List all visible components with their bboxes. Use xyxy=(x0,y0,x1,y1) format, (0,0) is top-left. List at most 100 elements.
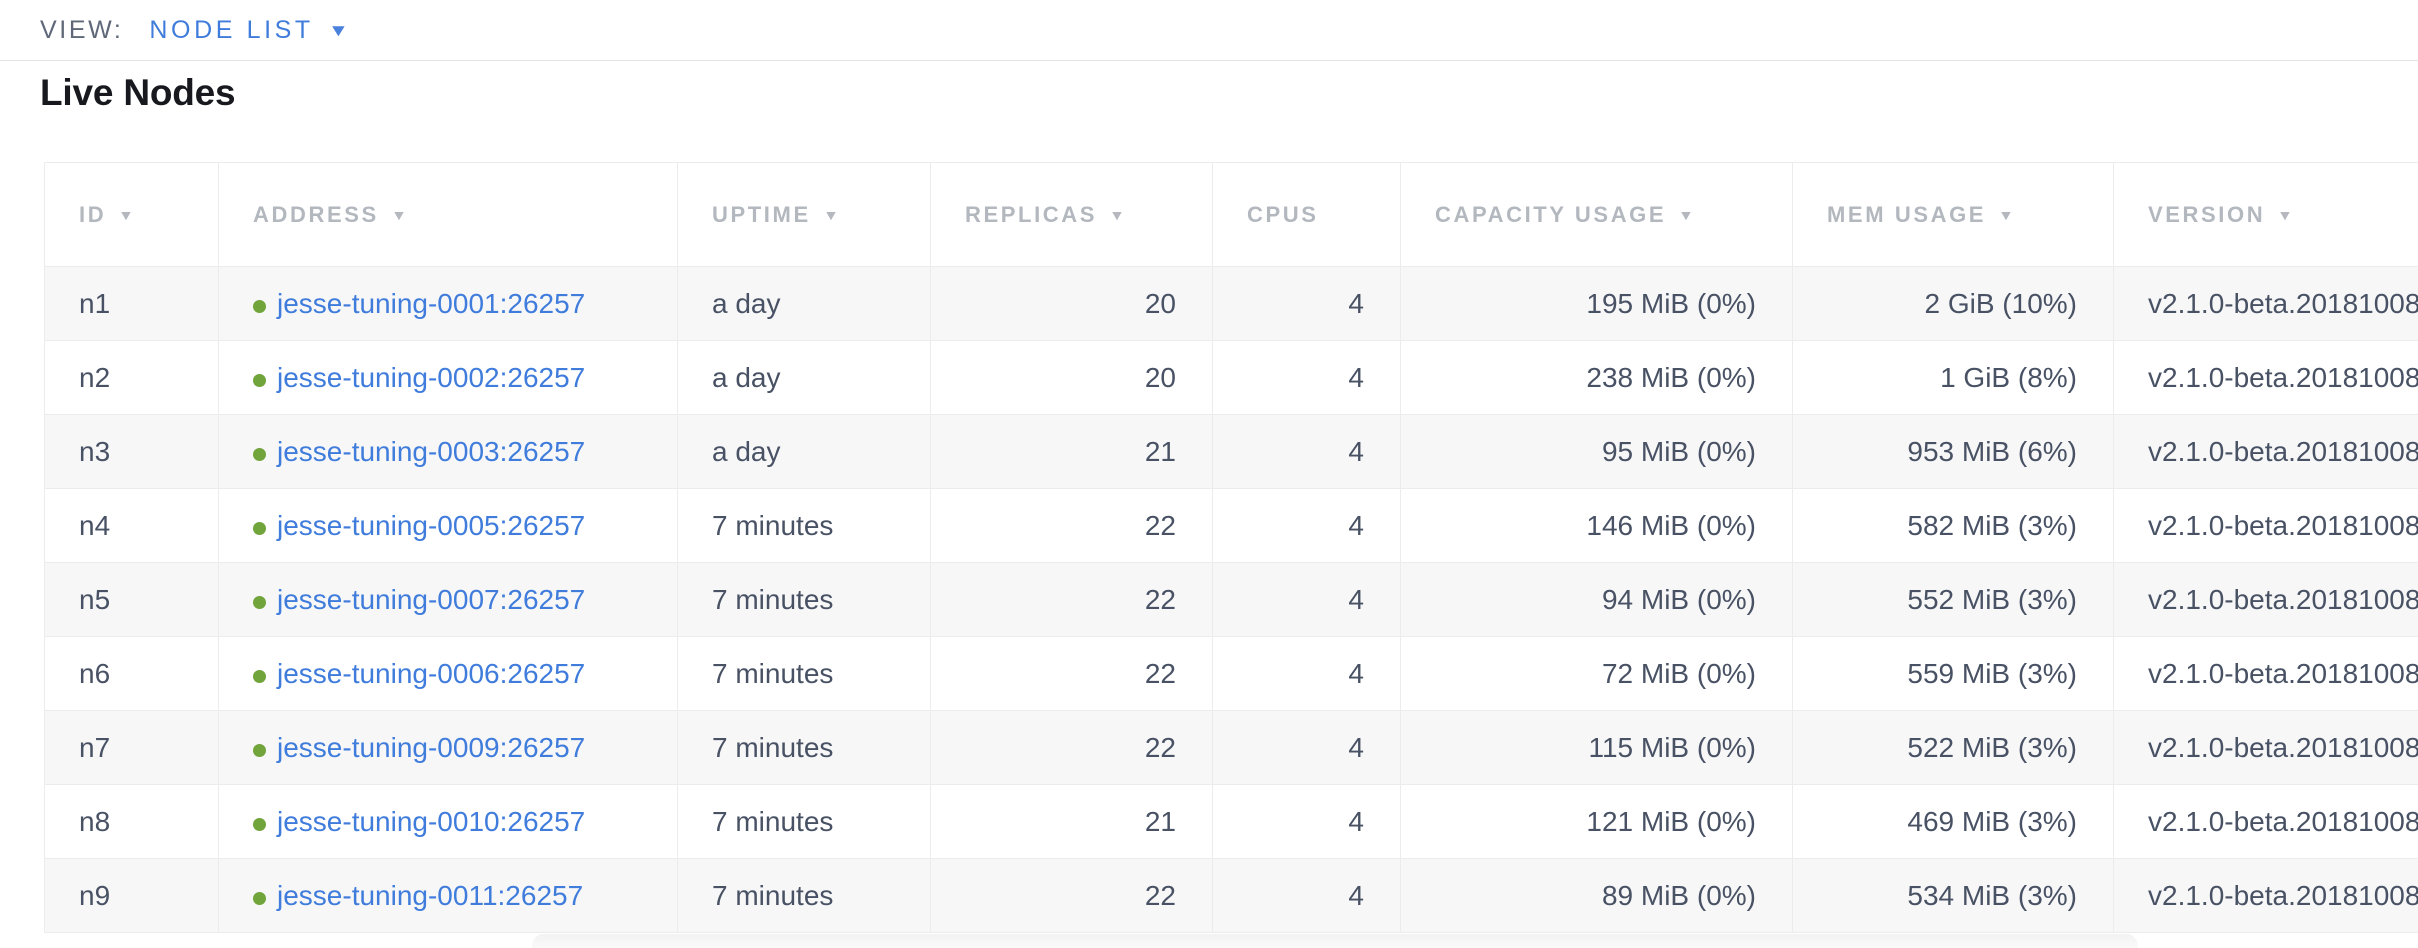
column-header-label: UPTIME xyxy=(712,202,811,227)
node-live-status-icon xyxy=(253,744,266,757)
cell-capacity: 238 MiB (0%) xyxy=(1401,341,1793,415)
node-live-status-icon xyxy=(253,892,266,905)
node-address-link[interactable]: jesse-tuning-0010:26257 xyxy=(277,806,585,837)
cell-replicas: 20 xyxy=(931,341,1213,415)
column-header-address[interactable]: ADDRESS ▼ xyxy=(219,163,678,267)
sort-desc-icon: ▼ xyxy=(2277,207,2293,223)
cell-version: v2.1.0-beta.20181008 xyxy=(2114,341,2418,415)
cell-replicas: 21 xyxy=(931,415,1213,489)
cell-uptime: a day xyxy=(678,341,931,415)
cell-capacity: 115 MiB (0%) xyxy=(1401,711,1793,785)
cell-id: n3 xyxy=(45,415,219,489)
sort-desc-icon: ▼ xyxy=(1109,207,1125,223)
column-header-version[interactable]: VERSION▼ xyxy=(2114,163,2418,267)
cell-capacity: 72 MiB (0%) xyxy=(1401,637,1793,711)
node-live-status-icon xyxy=(253,300,266,313)
cell-id: n9 xyxy=(45,859,219,933)
cell-replicas: 22 xyxy=(931,859,1213,933)
column-header-label: CAPACITY USAGE xyxy=(1435,202,1666,227)
view-selector-value: NODE LIST xyxy=(149,16,313,45)
node-address-link[interactable]: jesse-tuning-0009:26257 xyxy=(277,732,585,763)
cell-version: v2.1.0-beta.20181008 xyxy=(2114,637,2418,711)
node-address-link[interactable]: jesse-tuning-0001:26257 xyxy=(277,288,585,319)
cell-capacity: 89 MiB (0%) xyxy=(1401,859,1793,933)
chevron-down-icon: ▼ xyxy=(328,22,349,39)
node-live-status-icon xyxy=(253,522,266,535)
cell-address: jesse-tuning-0002:26257 xyxy=(219,341,678,415)
cell-uptime: 7 minutes xyxy=(678,711,931,785)
column-header-label: REPLICAS xyxy=(965,202,1097,227)
cell-cpus: 4 xyxy=(1213,415,1401,489)
node-live-status-icon xyxy=(253,818,266,831)
column-header-capacity[interactable]: CAPACITY USAGE▼ xyxy=(1401,163,1793,267)
cell-mem: 559 MiB (3%) xyxy=(1793,637,2114,711)
sort-desc-icon: ▼ xyxy=(118,207,134,223)
cell-version: v2.1.0-beta.20181008 xyxy=(2114,859,2418,933)
node-address-link[interactable]: jesse-tuning-0007:26257 xyxy=(277,584,585,615)
node-live-status-icon xyxy=(253,448,266,461)
cell-id: n8 xyxy=(45,785,219,859)
cell-replicas: 21 xyxy=(931,785,1213,859)
cell-cpus: 4 xyxy=(1213,489,1401,563)
cell-version: v2.1.0-beta.20181008 xyxy=(2114,785,2418,859)
node-address-link[interactable]: jesse-tuning-0003:26257 xyxy=(277,436,585,467)
cell-replicas: 22 xyxy=(931,637,1213,711)
cell-cpus: 4 xyxy=(1213,637,1401,711)
node-address-link[interactable]: jesse-tuning-0002:26257 xyxy=(277,362,585,393)
cell-mem: 534 MiB (3%) xyxy=(1793,859,2114,933)
column-header-label: ID xyxy=(79,202,106,227)
cell-capacity: 94 MiB (0%) xyxy=(1401,563,1793,637)
column-header-label: CPUS xyxy=(1247,202,1319,227)
cell-uptime: 7 minutes xyxy=(678,489,931,563)
cell-uptime: 7 minutes xyxy=(678,637,931,711)
cell-replicas: 22 xyxy=(931,563,1213,637)
column-header-label: ADDRESS xyxy=(253,202,379,227)
node-live-status-icon xyxy=(253,374,266,387)
cell-address: jesse-tuning-0011:26257 xyxy=(219,859,678,933)
cell-capacity: 195 MiB (0%) xyxy=(1401,267,1793,341)
view-bar: VIEW: NODE LIST ▼ xyxy=(0,0,2418,61)
column-header-replicas[interactable]: REPLICAS ▼ xyxy=(931,163,1213,267)
view-selector-dropdown[interactable]: NODE LIST ▼ xyxy=(149,16,346,45)
cell-version: v2.1.0-beta.20181008 xyxy=(2114,489,2418,563)
node-address-link[interactable]: jesse-tuning-0011:26257 xyxy=(277,880,583,911)
column-header-uptime[interactable]: UPTIME▼ xyxy=(678,163,931,267)
cell-capacity: 95 MiB (0%) xyxy=(1401,415,1793,489)
cell-version: v2.1.0-beta.20181008 xyxy=(2114,415,2418,489)
cell-cpus: 4 xyxy=(1213,267,1401,341)
cell-capacity: 146 MiB (0%) xyxy=(1401,489,1793,563)
sort-desc-icon: ▼ xyxy=(391,207,407,223)
cell-replicas: 22 xyxy=(931,489,1213,563)
cell-uptime: a day xyxy=(678,267,931,341)
cell-version: v2.1.0-beta.20181008 xyxy=(2114,267,2418,341)
node-live-status-icon xyxy=(253,670,266,683)
cell-uptime: a day xyxy=(678,415,931,489)
cell-capacity: 121 MiB (0%) xyxy=(1401,785,1793,859)
cell-address: jesse-tuning-0006:26257 xyxy=(219,637,678,711)
cell-id: n6 xyxy=(45,637,219,711)
node-address-link[interactable]: jesse-tuning-0006:26257 xyxy=(277,658,585,689)
cell-cpus: 4 xyxy=(1213,711,1401,785)
sort-desc-icon: ▼ xyxy=(1998,207,2014,223)
cell-id: n4 xyxy=(45,489,219,563)
column-header-id[interactable]: ID ▼ xyxy=(45,163,219,267)
node-address-link[interactable]: jesse-tuning-0005:26257 xyxy=(277,510,585,541)
cell-uptime: 7 minutes xyxy=(678,859,931,933)
cell-address: jesse-tuning-0010:26257 xyxy=(219,785,678,859)
column-header-label: MEM USAGE xyxy=(1827,202,1986,227)
page-title: Live Nodes xyxy=(40,72,235,114)
cell-mem: 2 GiB (10%) xyxy=(1793,267,2114,341)
node-live-status-icon xyxy=(253,596,266,609)
column-header-mem[interactable]: MEM USAGE ▼ xyxy=(1793,163,2114,267)
column-header-cpus: CPUS xyxy=(1213,163,1401,267)
view-label: VIEW: xyxy=(40,16,123,45)
cell-version: v2.1.0-beta.20181008 xyxy=(2114,711,2418,785)
